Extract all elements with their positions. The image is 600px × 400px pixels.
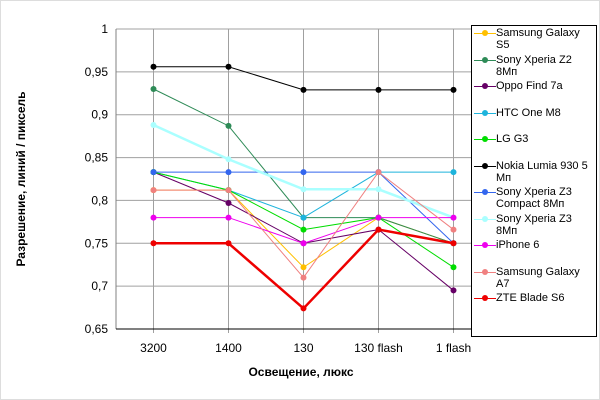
data-point xyxy=(150,122,157,128)
data-point xyxy=(300,264,307,271)
data-point xyxy=(150,63,157,70)
x-tick-label: 130 xyxy=(293,341,313,355)
x-tick-label: 130 flash xyxy=(354,341,403,355)
legend-marker-icon xyxy=(474,54,496,66)
data-point xyxy=(450,240,457,247)
data-point xyxy=(225,187,232,194)
legend-item: Sony Xperia Z3 8Мп xyxy=(474,213,594,240)
legend-item: HTC One M8 xyxy=(474,107,594,134)
y-tick-label: 0,65 xyxy=(85,322,109,336)
data-point xyxy=(150,187,157,194)
data-point xyxy=(150,240,157,247)
data-point xyxy=(225,169,232,176)
legend: Samsung Galaxy S5 Sony Xperia Z2 8Мп Oppo … xyxy=(471,25,597,337)
data-point xyxy=(225,63,232,70)
legend-item: LG G3 xyxy=(474,133,594,160)
data-point xyxy=(375,186,382,193)
data-point xyxy=(375,226,382,233)
x-axis-label: Освещение, люкс xyxy=(248,365,353,379)
data-point xyxy=(450,226,457,233)
data-point xyxy=(375,86,382,93)
y-tick-label: 1 xyxy=(101,22,108,36)
legend-marker-icon xyxy=(474,133,496,145)
legend-item: ZTE Blade S6 xyxy=(474,292,594,319)
legend-marker-icon xyxy=(474,213,496,225)
legend-label: Sony Xperia Z3 Compact 8Мп xyxy=(496,186,572,210)
legend-item: Samsung Galaxy S5 xyxy=(474,27,594,54)
legend-marker-icon xyxy=(474,27,496,39)
legend-label: Nokia Lumia 930 5 Мп xyxy=(496,159,588,184)
legend-marker-icon xyxy=(474,80,496,92)
legend-label: HTC One M8 xyxy=(496,106,561,119)
data-point xyxy=(150,169,157,176)
data-point xyxy=(225,200,232,206)
data-point xyxy=(300,186,307,193)
legend-marker-icon xyxy=(474,266,496,278)
legend-label: Samsung Galaxy S5 xyxy=(496,27,580,51)
y-tick-label: 0,8 xyxy=(91,193,108,207)
legend-item: Samsung Galaxy A7 xyxy=(474,266,594,293)
legend-label: Sony Xperia Z3 8Мп xyxy=(496,212,572,237)
data-point xyxy=(300,274,307,281)
legend-label: iPhone 6 xyxy=(496,239,540,251)
y-tick-label: 0,85 xyxy=(85,151,109,165)
data-point xyxy=(300,305,307,312)
data-point xyxy=(450,214,457,221)
legend-item: iPhone 6 xyxy=(474,239,594,266)
legend-label: Samsung Galaxy A7 xyxy=(496,265,580,290)
legend-label: LG G3 xyxy=(496,133,529,145)
legend-marker-icon xyxy=(474,160,496,172)
legend-item: Sony Xperia Z2 8Мп xyxy=(474,54,594,81)
data-point xyxy=(450,264,457,271)
data-point xyxy=(300,226,307,233)
legend-marker-icon xyxy=(474,292,496,304)
data-point xyxy=(375,214,382,221)
data-point xyxy=(225,240,232,247)
legend-marker-icon xyxy=(474,107,496,119)
x-tick-label: 3200 xyxy=(140,341,167,355)
y-axis-label: Разрешение, линий / пиксель xyxy=(14,91,28,266)
x-tick-label: 1 flash xyxy=(436,341,471,355)
data-point xyxy=(225,156,232,163)
data-point xyxy=(450,86,457,93)
data-point xyxy=(300,86,307,93)
y-tick-label: 0,7 xyxy=(91,279,108,293)
x-tick-label: 1400 xyxy=(215,341,242,355)
y-tick-label: 0,9 xyxy=(91,108,108,122)
data-point xyxy=(225,214,232,221)
data-point xyxy=(150,214,157,221)
legend-item: Oppo Find 7a xyxy=(474,80,594,107)
legend-marker-icon xyxy=(474,239,496,251)
y-tick-label: 0,75 xyxy=(85,236,109,250)
data-point xyxy=(300,214,307,221)
data-point xyxy=(300,169,307,176)
legend-item: Nokia Lumia 930 5 Мп xyxy=(474,160,594,187)
legend-item: Sony Xperia Z3 Compact 8Мп xyxy=(474,186,594,213)
data-point xyxy=(375,169,382,176)
data-point xyxy=(450,169,457,176)
legend-marker-icon xyxy=(474,186,496,198)
data-point xyxy=(225,122,232,129)
data-point xyxy=(450,287,457,294)
data-point xyxy=(300,240,307,247)
legend-label: Oppo Find 7a xyxy=(496,80,563,92)
legend-label: Sony Xperia Z2 8Мп xyxy=(496,53,572,78)
y-tick-label: 0,95 xyxy=(85,65,109,79)
legend-label: ZTE Blade S6 xyxy=(496,292,565,304)
data-point xyxy=(150,86,157,92)
